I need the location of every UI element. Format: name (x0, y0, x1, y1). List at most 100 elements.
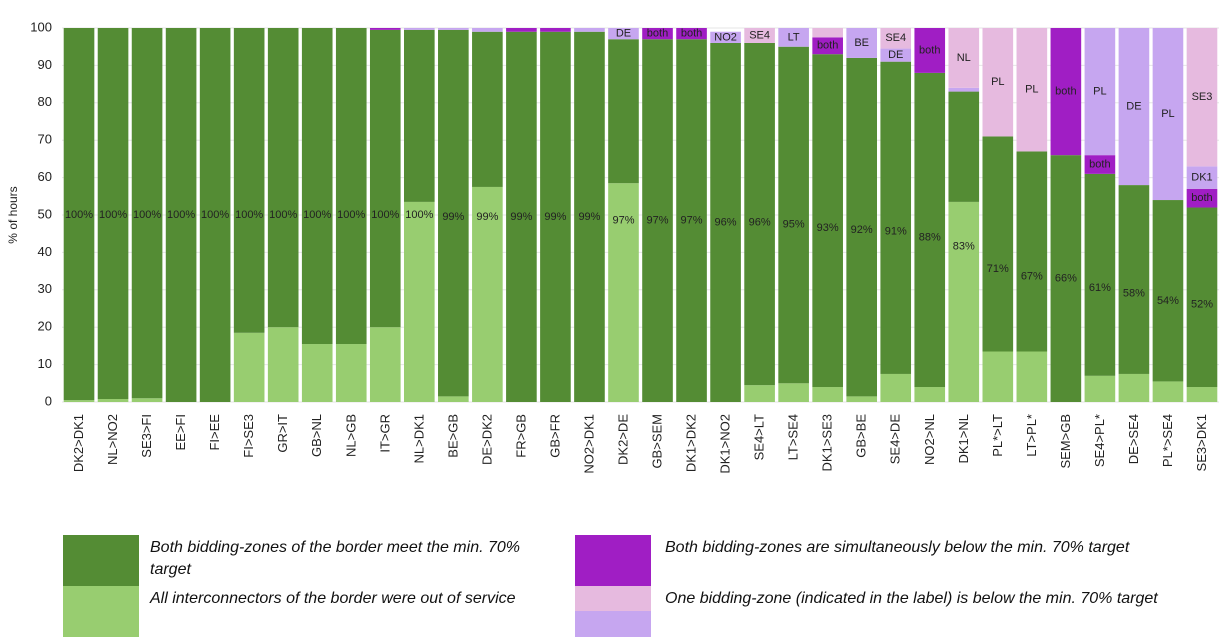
total-label: 100% (133, 209, 161, 221)
y-tick-label: 30 (38, 281, 52, 296)
total-label: 100% (337, 209, 365, 221)
bar-segment (540, 28, 571, 32)
bar-segment (369, 29, 401, 328)
bar-segment (914, 72, 946, 388)
bar-segment (914, 28, 946, 73)
segment-label: both (1191, 192, 1212, 204)
total-label: 100% (371, 209, 399, 221)
bar-segment (267, 327, 299, 402)
x-tick-label: SE4>LT (752, 414, 767, 460)
x-tick-label: GB>BE (854, 414, 869, 458)
bar-segment (1152, 381, 1184, 402)
x-tick-label: LT>PL* (1024, 414, 1039, 457)
bar-segment (812, 387, 843, 402)
segment-label: DE (1126, 100, 1141, 112)
y-tick-label: 0 (45, 393, 52, 408)
bar-segment (778, 28, 809, 47)
bar-segment (1152, 28, 1184, 201)
total-label: 99% (544, 211, 566, 223)
bar-segment (199, 28, 231, 402)
bar-segment (369, 327, 401, 402)
bar-segment (472, 186, 503, 402)
segment-label: LT (788, 31, 800, 43)
total-label: 91% (885, 226, 907, 238)
x-tick-label: DK1>NO2 (718, 414, 733, 474)
bar-segment (1084, 155, 1116, 174)
bar-segment (778, 383, 809, 402)
bar-segment (472, 31, 503, 187)
bar-segment (540, 31, 571, 403)
total-label: 96% (715, 216, 737, 228)
total-label: 99% (578, 211, 600, 223)
legend-swatch (63, 535, 139, 586)
segment-label: SE4 (749, 29, 770, 41)
bar-segment (506, 28, 537, 32)
total-label: 97% (646, 215, 668, 227)
total-label: 100% (167, 209, 195, 221)
segment-label: DE (888, 49, 903, 61)
bar-segment (880, 48, 912, 62)
bar-segment (574, 28, 605, 32)
x-tick-label: DE>DK2 (479, 414, 494, 465)
total-label: 92% (851, 224, 873, 236)
total-label: 54% (1157, 295, 1179, 307)
legend-label: One bidding-zone (indicated in the label… (665, 590, 1158, 607)
segment-label: PL (1161, 108, 1174, 120)
bar-segment (97, 28, 129, 400)
bar-segment (846, 57, 878, 397)
bar-segment (642, 39, 673, 402)
y-tick-label: 70 (38, 132, 52, 147)
y-axis-label: % of hours (6, 186, 20, 243)
bar-segment (97, 399, 129, 402)
segment-label: DE (616, 28, 631, 40)
bar-segment (642, 28, 673, 40)
x-tick-label: DK2>DE (615, 414, 630, 465)
bar-segment (948, 87, 980, 92)
total-label: 99% (442, 211, 464, 223)
total-label: 100% (65, 209, 93, 221)
total-label: 100% (303, 209, 331, 221)
legend-label: Both bidding-zones of the border meet th… (150, 539, 520, 578)
bar-segment (131, 28, 163, 399)
bar-segment (880, 28, 912, 49)
x-tick-label: NL>DK1 (411, 414, 426, 464)
bar-segment (233, 332, 265, 402)
segment-label: DK1 (1191, 172, 1212, 184)
x-tick-label: GB>SEM (650, 414, 665, 469)
bar-segment (744, 28, 775, 43)
legend-swatch (63, 586, 139, 637)
bar-segment (574, 31, 605, 403)
x-tick-label: BE>GB (445, 414, 460, 458)
bar-segment (676, 39, 707, 402)
total-label: 97% (681, 215, 703, 227)
x-tick-label: LT>SE4 (786, 414, 801, 460)
bar-segment (880, 373, 912, 402)
legend-label: Both bidding-zones are simultaneously be… (665, 539, 1130, 556)
bar-segment (438, 29, 469, 397)
x-tick-label: PL*>SE4 (1160, 414, 1175, 467)
bar-segment (1118, 373, 1150, 402)
total-label: 99% (510, 211, 532, 223)
bar-segment (982, 28, 1014, 137)
bar-segment (948, 201, 980, 402)
y-tick-label: 80 (38, 94, 52, 109)
bar-segment (438, 396, 469, 402)
y-tick-label: 60 (38, 169, 52, 184)
bar-segment (267, 28, 299, 328)
bar-segment (1050, 155, 1082, 402)
segment-label: both (919, 44, 940, 56)
x-tick-label: EE>FI (173, 414, 188, 451)
y-tick-label: 10 (38, 356, 52, 371)
bar-segment (1084, 173, 1116, 376)
bar-segment (1152, 200, 1184, 382)
segment-label: both (1089, 158, 1110, 170)
x-tick-label: NL>GB (343, 414, 358, 457)
bar-segment (335, 28, 367, 345)
bar-segment (438, 28, 469, 30)
bar-segment (812, 54, 843, 388)
y-tick-label: 90 (38, 57, 52, 72)
bar-segment (880, 61, 912, 374)
bar-segment (1186, 387, 1218, 402)
total-label: 67% (1021, 271, 1043, 283)
segment-label: both (681, 28, 702, 40)
